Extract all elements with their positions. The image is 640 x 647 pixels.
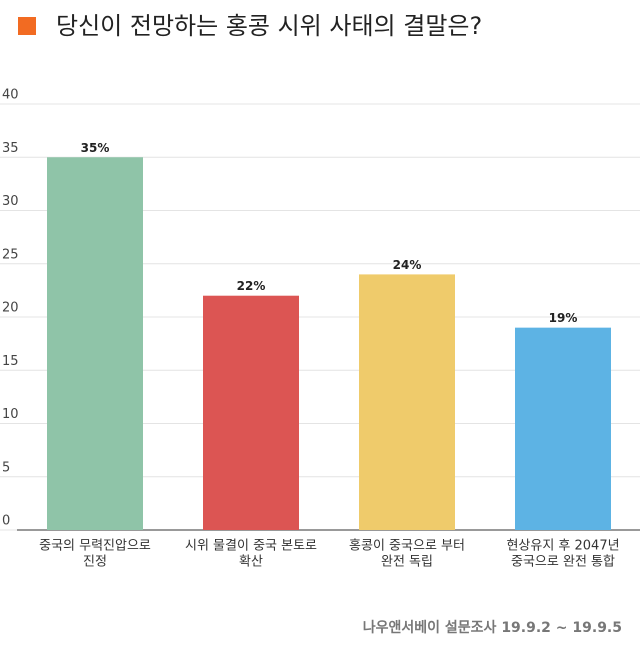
y-tick-label: 30 bbox=[2, 194, 19, 209]
y-tick-label: 25 bbox=[2, 247, 19, 262]
bar bbox=[359, 274, 455, 530]
value-label: 35% bbox=[81, 141, 110, 155]
chart-title: 당신이 전망하는 홍콩 시위 사태의 결말은? bbox=[56, 12, 482, 40]
title-marker bbox=[18, 17, 36, 35]
x-tick-label: 시위 물결이 중국 본토로 bbox=[185, 539, 317, 554]
y-tick-label: 5 bbox=[2, 460, 10, 475]
x-tick-label: 현상유지 후 2047년 bbox=[506, 539, 619, 554]
x-tick-label: 중국으로 완전 통합 bbox=[511, 555, 615, 570]
x-tick-label: 확산 bbox=[239, 555, 263, 570]
bar bbox=[203, 295, 299, 530]
x-tick-label: 진정 bbox=[83, 555, 107, 570]
source: 나우앤서베이 설문조사 19.9.2 ~ 19.9.5 bbox=[363, 619, 622, 636]
x-tick-label: 중국의 무력진압으로 bbox=[39, 539, 151, 554]
y-tick-label: 40 bbox=[2, 88, 19, 103]
bar bbox=[47, 157, 143, 530]
x-tick-label: 홍콩이 중국으로 부터 bbox=[349, 539, 465, 554]
y-tick-label: 10 bbox=[2, 407, 19, 422]
y-tick-label: 0 bbox=[2, 514, 10, 529]
value-label: 19% bbox=[549, 311, 578, 325]
value-label: 24% bbox=[393, 258, 422, 272]
y-tick-label: 15 bbox=[2, 354, 19, 369]
value-label: 22% bbox=[237, 279, 266, 293]
y-tick-label: 35 bbox=[2, 141, 19, 156]
bar bbox=[515, 327, 611, 530]
x-tick-label: 완전 독립 bbox=[381, 555, 433, 570]
y-tick-label: 20 bbox=[2, 301, 19, 316]
